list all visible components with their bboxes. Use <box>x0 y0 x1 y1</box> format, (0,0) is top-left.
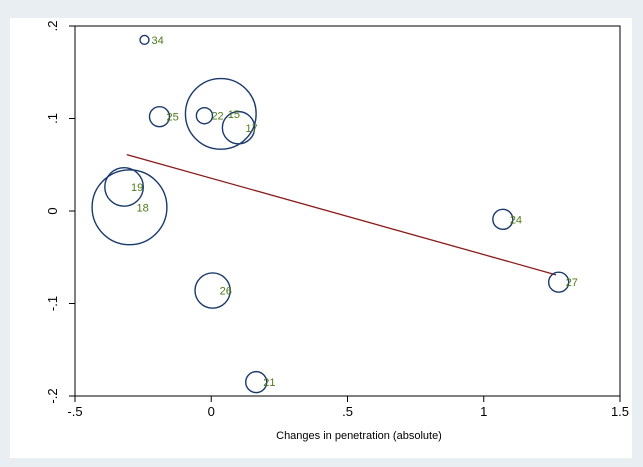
bubble-point <box>221 110 256 145</box>
axes: -.5 0 .5 1 1.5 -.2 -.1 0 .1 .2 <box>45 21 629 419</box>
fit-line <box>126 153 557 276</box>
bubble-point <box>245 370 268 394</box>
bubble-point <box>91 169 168 246</box>
bubble-point <box>148 105 171 128</box>
bubble-point <box>139 34 150 46</box>
bubble-point <box>492 208 514 231</box>
point-label: 24 <box>510 214 522 226</box>
bubble-point <box>184 77 257 150</box>
chart-frame: -.5 0 .5 1 1.5 -.2 -.1 0 .1 .2 34 25 22 15 17 19 18 24 27… <box>10 18 632 458</box>
point-label: 21 <box>263 377 275 389</box>
point-label: 17 <box>246 123 258 135</box>
y-tick-label: 0 <box>45 207 60 214</box>
bubble-point <box>104 167 144 207</box>
bubble-point <box>547 271 570 293</box>
points-group <box>91 34 570 394</box>
x-tick-label: -.5 <box>67 404 82 419</box>
y-tick-label: .1 <box>45 113 60 124</box>
y-tick-label: -.1 <box>45 296 60 311</box>
point-label: 27 <box>566 277 578 289</box>
x-tick-label: 1 <box>480 404 487 419</box>
point-label: 15 <box>228 109 240 121</box>
y-tick-label: .2 <box>45 21 60 32</box>
fit-line-group <box>126 153 557 276</box>
scatter-chart: -.5 0 .5 1 1.5 -.2 -.1 0 .1 .2 34 25 22 15 17 19 18 24 27… <box>45 21 629 442</box>
point-label: 26 <box>220 286 232 298</box>
bubble-point <box>194 272 231 309</box>
point-labels-group: 34 25 22 15 17 19 18 24 27 26 21 <box>131 35 578 389</box>
point-label: 19 <box>131 182 143 194</box>
point-label: 18 <box>137 202 149 214</box>
x-tick-label: 1.5 <box>611 404 629 419</box>
point-label: 22 <box>211 111 223 123</box>
point-label: 34 <box>151 35 163 47</box>
x-tick-label: 0 <box>208 404 215 419</box>
point-label: 25 <box>166 112 178 124</box>
plot-area <box>74 25 621 397</box>
x-tick-label: .5 <box>342 404 353 419</box>
x-axis-title: Changes in penetration (absolute) <box>276 430 442 442</box>
bubble-point <box>195 106 214 125</box>
y-tick-label: -.2 <box>45 388 60 403</box>
